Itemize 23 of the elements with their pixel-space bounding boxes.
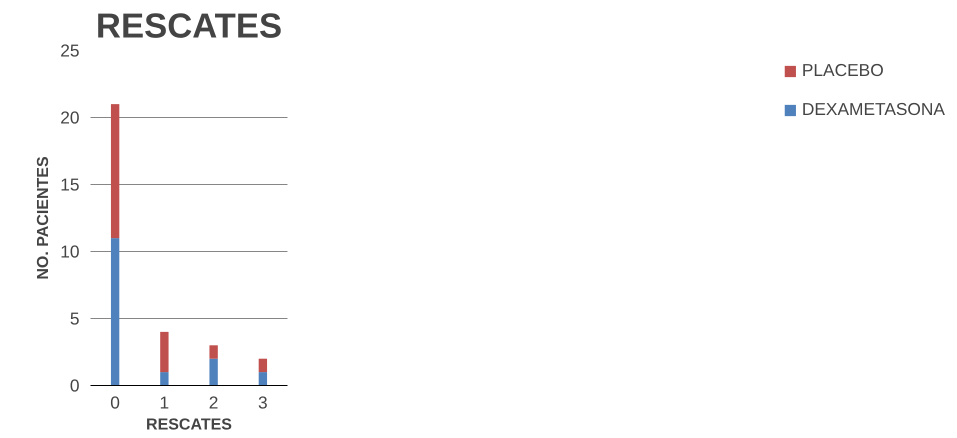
x-axis-title: RESCATES bbox=[146, 416, 232, 434]
y-axis-title: NO. PACIENTES bbox=[35, 156, 52, 280]
bar bbox=[160, 332, 169, 372]
x-tick-label: 0 bbox=[110, 392, 120, 412]
bar bbox=[258, 372, 268, 386]
legend-label: PLACEBO bbox=[802, 60, 884, 81]
y-tick-label: 15 bbox=[60, 174, 80, 194]
x-tick-label: 2 bbox=[208, 392, 218, 412]
chart-title: RESCATES bbox=[96, 8, 282, 46]
bar bbox=[209, 358, 218, 386]
y-tick-label: 25 bbox=[60, 40, 80, 60]
bar bbox=[160, 372, 169, 386]
y-tick-label: 5 bbox=[70, 308, 80, 328]
bar bbox=[209, 345, 218, 359]
bar bbox=[110, 104, 120, 238]
bar bbox=[258, 358, 268, 372]
y-tick-label: 10 bbox=[60, 242, 80, 262]
y-tick-label: 0 bbox=[70, 376, 80, 396]
legend-label: DEXAMETASONA bbox=[802, 99, 945, 120]
x-tick-label: 3 bbox=[258, 392, 268, 412]
x-tick-label: 1 bbox=[160, 392, 170, 412]
y-tick-label: 20 bbox=[60, 108, 80, 128]
bar bbox=[110, 238, 120, 386]
